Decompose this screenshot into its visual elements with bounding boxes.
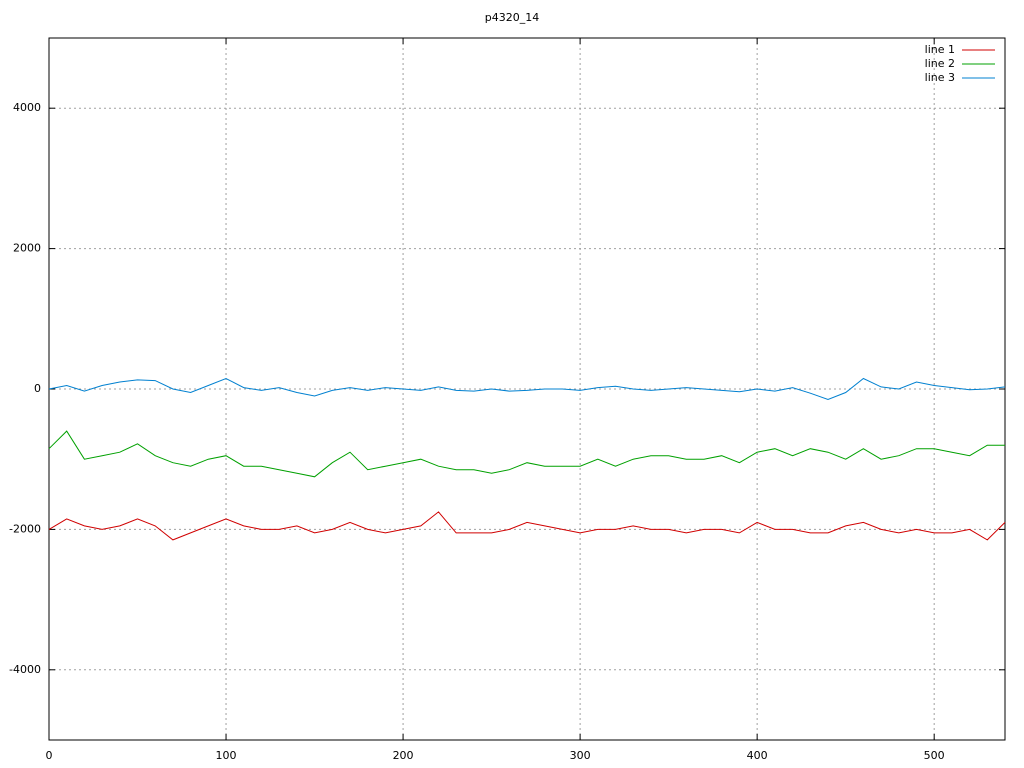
x-tick-label: 100	[216, 749, 237, 762]
x-tick-label: 200	[393, 749, 414, 762]
series-line	[48, 511, 1006, 541]
chart-title: p4320_14	[485, 11, 539, 24]
legend-label: line 3	[925, 71, 955, 84]
y-tick-label: -4000	[9, 663, 41, 676]
y-tick-label: 0	[34, 382, 41, 395]
legend-label: line 1	[925, 43, 955, 56]
x-tick-label: 500	[924, 749, 945, 762]
series-line	[48, 377, 1006, 401]
series-line	[48, 430, 1005, 478]
y-tick-label: 4000	[13, 101, 41, 114]
x-tick-label: 0	[46, 749, 53, 762]
legend-label: line 2	[925, 57, 955, 70]
y-tick-label: -2000	[9, 522, 41, 535]
x-tick-label: 400	[747, 749, 768, 762]
x-tick-label: 300	[570, 749, 591, 762]
y-tick-label: 2000	[13, 242, 41, 255]
